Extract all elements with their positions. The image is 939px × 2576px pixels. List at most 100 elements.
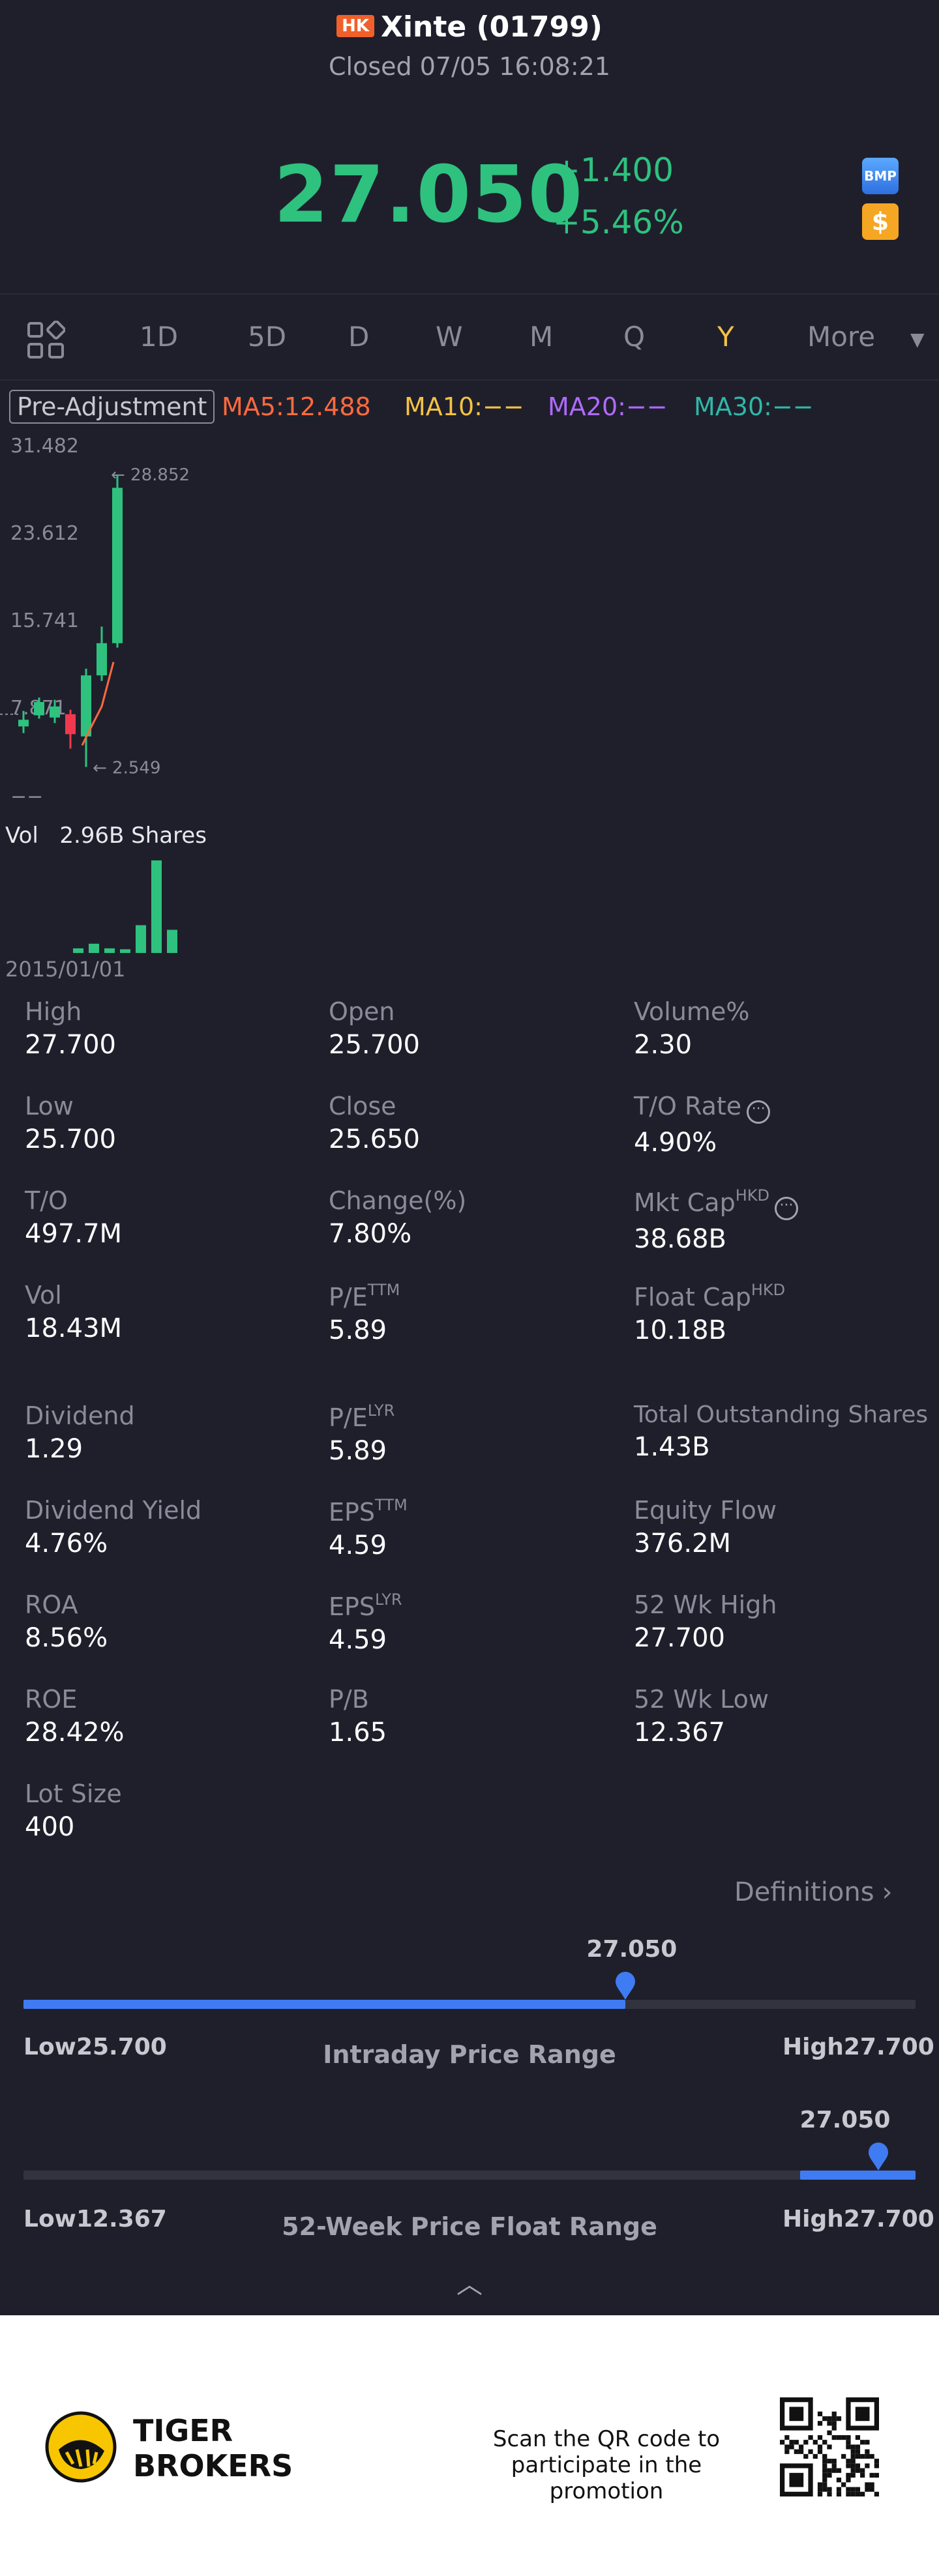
volume-bar [167, 929, 177, 953]
definitions-link[interactable]: Definitions › [734, 1877, 893, 1907]
stat-volume-pct: Volume% 2.30 [634, 997, 750, 1060]
candle-body [50, 706, 60, 718]
y-tick-label: 31.482 [10, 435, 79, 458]
volume-bar [104, 948, 115, 953]
candle-body [65, 714, 76, 735]
intraday-range-track [23, 2000, 916, 2009]
info-dots-icon[interactable]: ··· [774, 1197, 798, 1220]
stat-change-pct: Change(%) 7.80% [329, 1186, 467, 1249]
stock-title: HK Xinte (01799) [0, 10, 939, 44]
stat-high: High 27.700 [25, 997, 116, 1060]
volume-bar [120, 949, 130, 953]
week52-low: Low12.367 [23, 2206, 167, 2232]
ma30-value: MA30:−− [694, 392, 814, 421]
map-pin-icon [616, 1972, 636, 2000]
week52-range-track [23, 2171, 916, 2180]
stat-to-rate: T/O Rate ··· 4.90% [634, 1092, 771, 1158]
bmp-badge[interactable]: BMP [862, 158, 899, 194]
ma20-value: MA20:−− [548, 392, 668, 421]
divider [0, 379, 939, 381]
volume-label: Vol [5, 823, 38, 849]
candle-body [34, 701, 44, 716]
stat-total-shares: Total Outstanding Shares 1.43B [634, 1401, 929, 1462]
brand-name: TIGER BROKERS [133, 2413, 293, 2483]
week52-current-price: 27.050 [799, 2107, 891, 2133]
quote-header: HK Xinte (01799) Closed 07/05 16:08:21 27… [0, 0, 939, 293]
week52-range-fill [799, 2171, 916, 2180]
y-tick-label: 23.612 [10, 522, 79, 545]
promo-text: Scan the QR code to participate in the p… [492, 2426, 721, 2504]
info-dots-icon[interactable]: ··· [747, 1100, 771, 1124]
stat-equity-flow: Equity Flow 376.2M [634, 1496, 777, 1559]
period-tabs: 1D 5D D W M Q Y More ▼ [0, 295, 939, 379]
volume-bar [89, 943, 99, 953]
divider [0, 293, 939, 295]
stat-close: Close 25.650 [329, 1092, 420, 1154]
stat-open: Open 25.700 [329, 997, 420, 1060]
chevron-up-icon[interactable]: ︿ [456, 2270, 483, 2300]
stat-lot-size: Lot Size 400 [25, 1779, 122, 1842]
stat-eps-lyr: EPSLYR 4.59 [329, 1590, 402, 1655]
last-price: 27.050 [274, 150, 584, 241]
currency-badge[interactable]: $ [862, 203, 899, 240]
tab-m[interactable]: M [529, 321, 554, 353]
tab-q[interactable]: Q [623, 321, 646, 353]
y-tick-label: 15.741 [10, 609, 79, 632]
candlestick-chart[interactable]: 31.482 23.612 15.741 7.871 −− ← 28.852 ←… [0, 430, 939, 821]
stat-pe-ttm: P/ETTM 5.89 [329, 1281, 400, 1345]
moving-average-row: Pre-Adjustment MA5:12.488 MA10:−− MA20:−… [0, 390, 939, 426]
stat-eps-ttm: EPSTTM 4.59 [329, 1496, 408, 1560]
stat-pe-lyr: P/ELYR 5.89 [329, 1401, 395, 1466]
tab-w[interactable]: W [436, 321, 463, 353]
min-price-label: ← 2.549 [93, 759, 160, 778]
ma5-line [81, 662, 115, 746]
ma5-value: MA5:12.488 [222, 392, 371, 421]
volume-chart [73, 860, 177, 953]
promo-footer: TIGER BROKERS Scan the QR code to partic… [0, 2315, 939, 2576]
tab-1d[interactable]: 1D [140, 321, 179, 353]
stat-roe: ROE 28.42% [25, 1685, 125, 1748]
caret-down-icon[interactable]: ▼ [910, 329, 925, 350]
chevron-right-icon: › [882, 1877, 893, 1907]
layout-grid-icon[interactable] [26, 321, 65, 360]
stock-name: Xinte (01799) [381, 10, 603, 44]
intraday-range-fill [23, 2000, 626, 2009]
stat-vol: Vol 18.43M [25, 1281, 123, 1343]
price-change: +1.400 [553, 151, 674, 189]
volume-bar [73, 948, 83, 953]
stat-dividend: Dividend 1.29 [25, 1401, 135, 1464]
candle-body [112, 488, 123, 643]
y-tick-label: −− [10, 785, 43, 808]
definitions-label: Definitions [734, 1877, 874, 1907]
pre-adjustment-toggle[interactable]: Pre-Adjustment [9, 390, 215, 424]
map-pin-icon [868, 2143, 888, 2171]
intraday-high: High27.700 [782, 2034, 934, 2060]
candle-body [97, 643, 107, 676]
volume-bar [136, 925, 146, 953]
intraday-range-title: Intraday Price Range [323, 2040, 616, 2069]
qr-code-icon[interactable] [780, 2397, 879, 2496]
stat-to: T/O 497.7M [25, 1186, 123, 1249]
max-price-label: ← 28.852 [111, 465, 190, 485]
tiger-logo-icon [45, 2411, 117, 2483]
stat-low: Low 25.700 [25, 1092, 116, 1154]
tab-y[interactable]: Y [717, 321, 734, 353]
tab-5d[interactable]: 5D [248, 321, 287, 353]
stat-float-cap: Float CapHKD 10.18B [634, 1281, 786, 1345]
tab-d[interactable]: D [348, 321, 370, 353]
intraday-low: Low25.700 [23, 2034, 167, 2060]
market-status: Closed 07/05 16:08:21 [329, 52, 610, 81]
ma10-value: MA10:−− [404, 392, 524, 421]
volume-value: 2.96B Shares [59, 823, 207, 849]
chart-start-date: 2015/01/01 [5, 957, 126, 982]
stat-pb: P/B 1.65 [329, 1685, 387, 1748]
tab-more[interactable]: More [807, 321, 876, 353]
market-badge: HK [336, 15, 375, 37]
stat-dividend-yield: Dividend Yield 4.76% [25, 1496, 202, 1559]
stat-mkt-cap: Mkt CapHKD··· 38.68B [634, 1186, 798, 1254]
stat-roa: ROA 8.56% [25, 1590, 108, 1653]
volume-header: Vol 2.96B Shares [5, 823, 207, 849]
intraday-current-price: 27.050 [586, 1936, 678, 1963]
candle-body [81, 675, 91, 737]
week52-high: High27.700 [782, 2206, 934, 2232]
